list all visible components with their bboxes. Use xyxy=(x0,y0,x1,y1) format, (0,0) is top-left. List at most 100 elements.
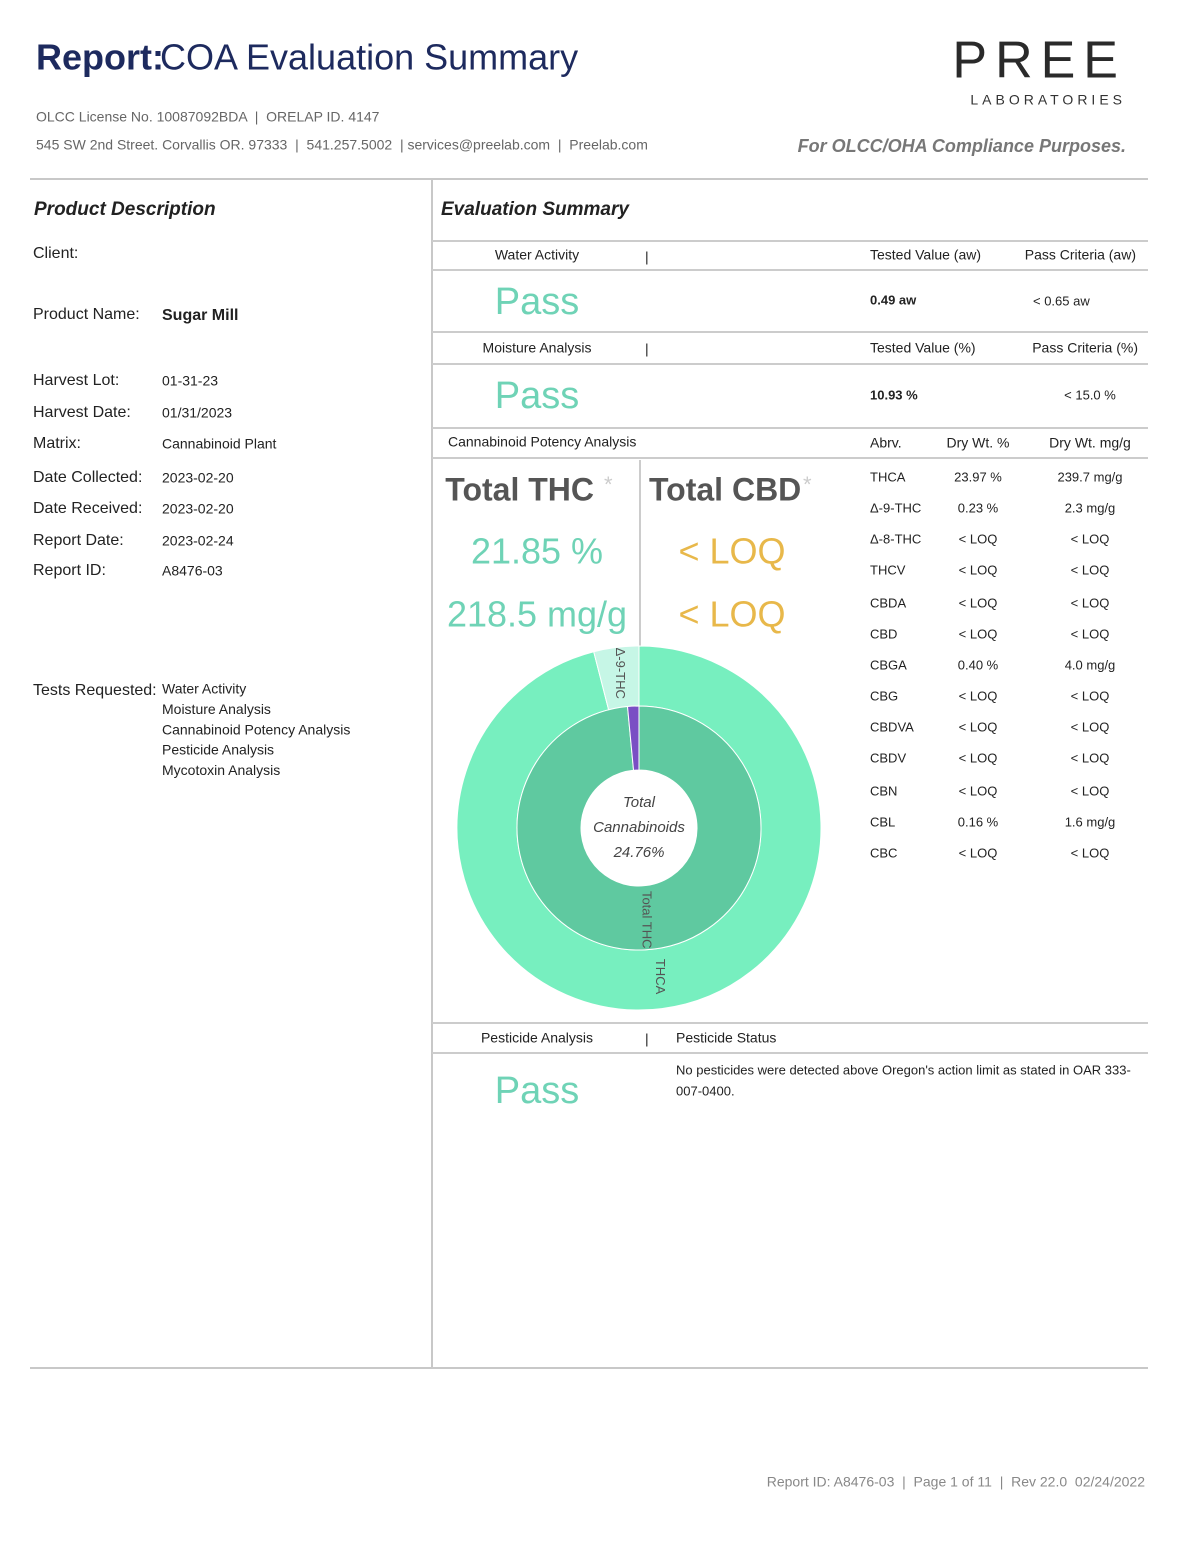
cell: < LOQ xyxy=(1071,562,1110,577)
cell: CBDA xyxy=(870,595,906,610)
center-label: Cannabinoids xyxy=(593,819,685,836)
total-thc-label: Total THC xyxy=(445,471,594,507)
cell: 1.6 mg/g xyxy=(1065,814,1116,829)
field-label: Product Name: xyxy=(33,306,140,323)
field-label: Harvest Date: xyxy=(33,404,131,421)
test-header: Pesticide Analysis xyxy=(481,1030,593,1046)
test-header: Moisture Analysis xyxy=(483,340,592,356)
cell: < LOQ xyxy=(959,688,998,703)
field-label: Date Received: xyxy=(33,500,142,517)
test-header: Cannabinoid Potency Analysis xyxy=(448,434,636,450)
col-header: Tested Value (%) xyxy=(870,340,976,356)
col-header: Pesticide Status xyxy=(676,1030,776,1046)
test-item: Water Activity xyxy=(162,681,246,697)
cell: CBL xyxy=(870,814,895,829)
cell: 0.40 % xyxy=(958,657,999,672)
cell: < LOQ xyxy=(1071,783,1110,798)
field-value: Cannabinoid Plant xyxy=(162,436,277,452)
cell: THCV xyxy=(870,562,906,577)
field-label: Client: xyxy=(33,245,78,262)
contact-line: 545 SW 2nd Street. Corvallis OR. 97333 |… xyxy=(36,137,648,153)
cell: < LOQ xyxy=(959,531,998,546)
cell: < LOQ xyxy=(1071,845,1110,860)
cell: 4.0 mg/g xyxy=(1065,657,1116,672)
cell: < LOQ xyxy=(959,562,998,577)
col-header: Tested Value (aw) xyxy=(870,247,981,263)
cell: CBDVA xyxy=(870,719,914,734)
center-label: 24.76% xyxy=(613,844,665,861)
cell: < LOQ xyxy=(959,845,998,860)
cell: 0.16 % xyxy=(958,814,999,829)
cell: CBN xyxy=(870,783,897,798)
thc-mg: 218.5 mg/g xyxy=(447,594,627,635)
criteria-value: < 15.0 % xyxy=(1064,387,1116,402)
field-value: A8476-03 xyxy=(162,563,223,579)
cell: < LOQ xyxy=(1071,688,1110,703)
footer: Report ID: A8476-03 | Page 1 of 11 | Rev… xyxy=(767,1474,1145,1490)
cell: 0.23 % xyxy=(958,500,999,515)
cell: < LOQ xyxy=(959,626,998,641)
test-item: Moisture Analysis xyxy=(162,701,271,717)
title-prefix: Report: xyxy=(36,37,164,78)
status-text: No pesticides were detected above Oregon… xyxy=(676,1062,1131,1077)
field-label: Tests Requested: xyxy=(33,682,157,699)
result: Pass xyxy=(495,281,579,323)
cell: < LOQ xyxy=(1071,595,1110,610)
asterisk: * xyxy=(604,472,613,497)
thc-pct: 21.85 % xyxy=(471,531,603,572)
col-header: Pass Criteria (aw) xyxy=(1025,247,1136,263)
slice-label: Δ-9-THC xyxy=(613,648,628,699)
total-cbd-label: Total CBD xyxy=(649,471,801,507)
col-header: Abrv. xyxy=(870,435,902,451)
cell: CBD xyxy=(870,626,897,641)
field-label: Report Date: xyxy=(33,532,124,549)
logo-sub: LABORATORIES xyxy=(970,92,1126,108)
cell: CBC xyxy=(870,845,897,860)
field-label: Harvest Lot: xyxy=(33,372,119,389)
cell: CBG xyxy=(870,688,898,703)
cell: THCA xyxy=(870,469,906,484)
logo: PREE xyxy=(952,32,1126,90)
section-title: Product Description xyxy=(34,199,216,220)
cell: < LOQ xyxy=(1071,750,1110,765)
col-header: Dry Wt. % xyxy=(947,435,1010,451)
compliance: For OLCC/OHA Compliance Purposes. xyxy=(798,136,1126,156)
donut-hole xyxy=(581,770,697,886)
criteria-value: < 0.65 aw xyxy=(1033,293,1090,308)
separator: | xyxy=(645,249,649,265)
separator: | xyxy=(645,1031,649,1047)
separator: | xyxy=(645,341,649,357)
test-item: Cannabinoid Potency Analysis xyxy=(162,721,350,737)
cell: 239.7 mg/g xyxy=(1057,469,1122,484)
test-item: Pesticide Analysis xyxy=(162,742,274,758)
field-label: Date Collected: xyxy=(33,469,142,486)
slice-label: Total THC xyxy=(639,891,654,949)
cbd-mg: < LOQ xyxy=(678,594,785,635)
test-header: Water Activity xyxy=(495,247,579,263)
status-text: 007-0400. xyxy=(676,1083,735,1098)
section-title: Evaluation Summary xyxy=(441,199,630,220)
cell: Δ-8-THC xyxy=(870,531,921,546)
cell: Δ-9-THC xyxy=(870,500,921,515)
title: COA Evaluation Summary xyxy=(160,37,578,78)
col-header: Dry Wt. mg/g xyxy=(1049,435,1131,451)
rules xyxy=(432,240,1148,1054)
field-value: 2023-02-20 xyxy=(162,470,234,486)
donut-chart: THCA Δ-9-THC Total THC Total Cannabinoids 24.… xyxy=(456,645,822,1011)
cell: CBGA xyxy=(870,657,907,672)
field-value: Sugar Mill xyxy=(162,307,238,324)
cell: < LOQ xyxy=(1071,531,1110,546)
cell: < LOQ xyxy=(1071,719,1110,734)
cell: 2.3 mg/g xyxy=(1065,500,1116,515)
field-label: Matrix: xyxy=(33,435,81,452)
result: Pass xyxy=(495,1070,579,1112)
center-label: Total xyxy=(623,794,656,811)
tested-value: 0.49 aw xyxy=(870,292,917,307)
field-label: Report ID: xyxy=(33,562,106,579)
field-value: 01/31/2023 xyxy=(162,405,232,421)
field-value: 2023-02-20 xyxy=(162,501,234,517)
field-value: 01-31-23 xyxy=(162,373,218,389)
tested-value: 10.93 % xyxy=(870,387,918,402)
cell: CBDV xyxy=(870,750,906,765)
